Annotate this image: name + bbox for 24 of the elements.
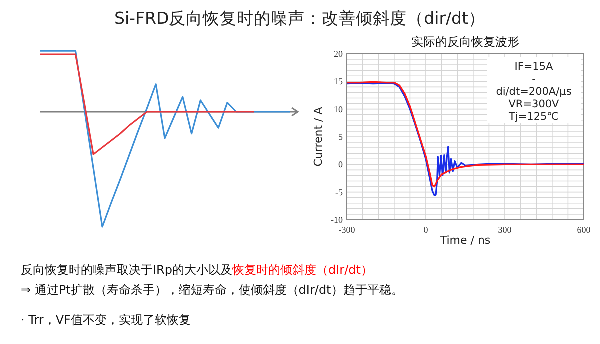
annotation: Tj=125℃ [508,111,560,123]
x-tick-label: 300 [498,225,512,235]
y-tick-label: 15 [334,76,344,87]
chart-title: 实际的反向恢复波形 [412,35,520,49]
text: 恢复时的倾斜度（dIr/dt） [232,263,373,277]
x-tick-label: -300 [338,225,356,235]
chart-title: Si-FRD反向恢复时的噪声：改善倾斜度（dir/dt） [114,9,486,28]
y-tick-label: 20 [334,49,344,59]
annotation: - [532,74,536,86]
text: 反向恢复时的噪声取决于IRp的大小以及 [21,263,232,277]
y-tick-label: 5 [338,132,344,142]
annotation: VR=300V [508,98,560,110]
annotation: IF=15A [514,61,554,73]
text: · Trr，VF值不变，实现了软恢复 [21,313,191,327]
x-tick-label: 0 [424,225,429,235]
text: ⇒ 通过Pt扩散（寿命杀手），缩短寿命，使倾斜度（dIr/dt）趋于平稳。 [21,283,404,297]
annotation: di/dt=200A/μs [496,86,572,98]
y-tick-label: -10 [331,215,344,225]
x-tick-label: 600 [577,225,592,235]
y-tick-label: 10 [334,104,344,114]
y-axis-title: Current / A [312,106,325,167]
y-tick-label: 0 [338,160,344,170]
x-axis-title: Time / ns [439,234,491,247]
y-tick-label: -5 [336,187,344,198]
